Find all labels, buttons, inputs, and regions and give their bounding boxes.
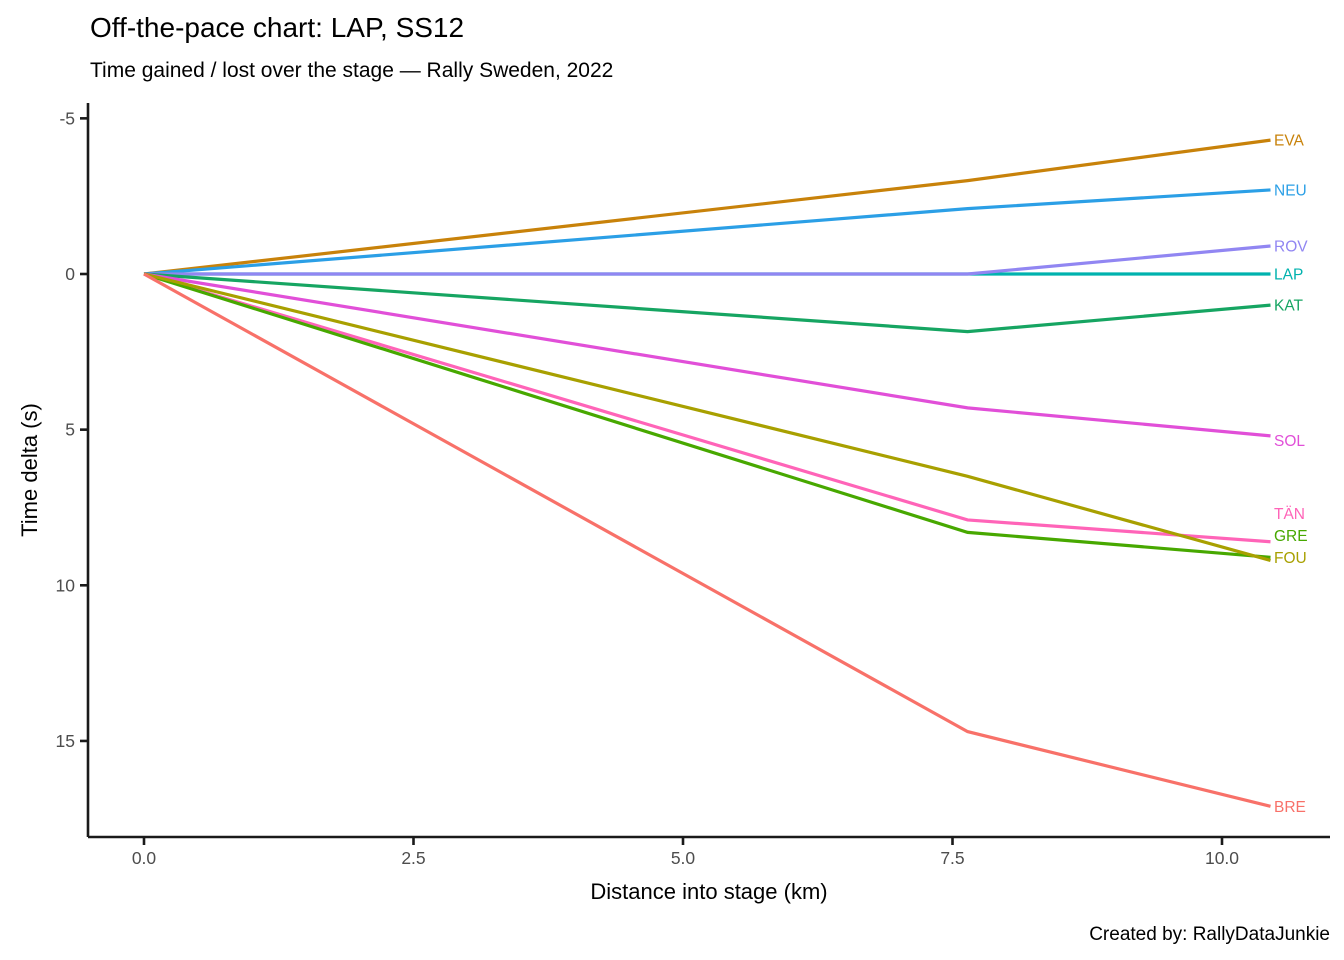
- series-line-KAT: [143, 272, 1271, 334]
- y-tick-label: 5: [65, 420, 75, 440]
- series-label-NEU: NEU: [1274, 182, 1307, 199]
- series-label-BRE: BRE: [1274, 799, 1306, 816]
- series-line-NEU: [143, 188, 1271, 276]
- y-tick-label: -5: [59, 108, 75, 128]
- series-line-EVA: [143, 138, 1271, 276]
- series-label-KAT: KAT: [1274, 298, 1304, 315]
- x-tick-label: 10.0: [1205, 848, 1239, 868]
- x-tick-label: 5.0: [671, 848, 696, 868]
- series-label-LAP: LAP: [1274, 267, 1303, 284]
- y-tick-label: 10: [56, 575, 76, 595]
- series-label-EVA: EVA: [1274, 133, 1305, 150]
- series-label-SOL: SOL: [1274, 433, 1305, 450]
- y-tick-label: 15: [56, 731, 75, 751]
- chart-title: Off-the-pace chart: LAP, SS12: [90, 12, 465, 43]
- series-label-FOU: FOU: [1274, 550, 1307, 567]
- series-label-GRE: GRE: [1274, 528, 1308, 545]
- x-tick-label: 2.5: [401, 848, 425, 868]
- x-tick-label: 0.0: [132, 848, 157, 868]
- series-line-FOU: [143, 272, 1271, 562]
- chart-subtitle: Time gained / lost over the stage — Rall…: [90, 59, 614, 82]
- series-line-BRE: [143, 272, 1271, 808]
- series-label-TÄN: TÄN: [1274, 506, 1305, 523]
- series-line-GRE: [143, 272, 1271, 559]
- series-label-ROV: ROV: [1274, 238, 1308, 255]
- series-line-TÄN: [143, 272, 1271, 544]
- chart-caption: Created by: RallyDataJunkie: [1089, 924, 1330, 945]
- series-line-SOL: [143, 272, 1271, 438]
- y-tick-label: 0: [65, 264, 75, 284]
- x-tick-label: 7.5: [940, 848, 964, 868]
- series-line-ROV: [144, 244, 1271, 276]
- x-axis-title: Distance into stage (km): [590, 879, 828, 904]
